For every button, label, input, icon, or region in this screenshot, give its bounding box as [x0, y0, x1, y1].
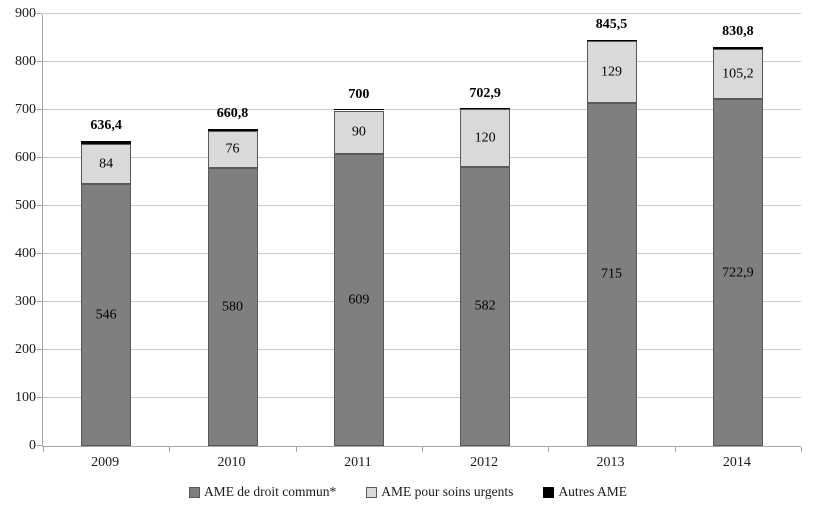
- legend: AME de droit commun* AME pour soins urge…: [0, 483, 816, 501]
- bar-2009-segment-droit-commun: [81, 183, 131, 446]
- x-axis-tick-3: [422, 447, 423, 452]
- y-axis-tick-100: [37, 397, 42, 398]
- bar-2013-segment-autres-ame: [587, 39, 637, 41]
- y-axis-label-0: 0: [29, 438, 36, 453]
- legend-label-droit-commun: AME de droit commun*: [203, 484, 337, 499]
- bar-2012-segment-droit-commun: [460, 166, 510, 446]
- legend-swatch-soins-urgents: [366, 486, 378, 498]
- value-label-2012-soins-urgents: 120: [474, 130, 496, 146]
- y-axis-tick-500: [37, 205, 42, 206]
- gridline-700: [43, 109, 801, 110]
- x-axis-label-2011: 2011: [344, 455, 372, 470]
- legend-swatch-autres-ame: [543, 486, 555, 498]
- bar-2009-segment-soins-urgents: [81, 143, 131, 184]
- y-axis-label-600: 600: [15, 150, 36, 165]
- bar-2012-segment-soins-urgents: [460, 109, 510, 167]
- y-axis-tick-900: [37, 13, 42, 14]
- x-axis-tick-4: [548, 447, 549, 452]
- y-axis-label-800: 800: [15, 54, 36, 69]
- x-axis-tick-6: [801, 447, 802, 452]
- value-label-2010-soins-urgents: 76: [225, 141, 240, 157]
- bar-2010-segment-autres-ame: [208, 128, 258, 132]
- legend-label-soins-urgents: AME pour soins urgents: [381, 484, 514, 499]
- y-axis-tick-600: [37, 157, 42, 158]
- value-label-2013-soins-urgents: 129: [601, 64, 622, 80]
- bar-2014-segment-autres-ame: [713, 47, 763, 49]
- bar-2014-segment-droit-commun: [713, 99, 763, 446]
- x-axis-tick-5: [675, 447, 676, 452]
- x-axis-label-2014: 2014: [722, 455, 751, 470]
- bar-2011-segment-soins-urgents: [334, 110, 384, 154]
- y-axis-tick-400: [37, 253, 42, 254]
- bar-2010-segment-droit-commun: [208, 167, 258, 446]
- value-label-2014-droit-commun: 722,9: [722, 265, 754, 280]
- x-axis-label-2013: 2013: [596, 455, 625, 470]
- total-label-2009: 636,4: [90, 117, 122, 133]
- bar-2012-segment-autres-ame: [460, 108, 510, 110]
- y-axis-label-900: 900: [15, 6, 36, 21]
- y-axis-label-200: 200: [15, 342, 36, 357]
- bar-2011-segment-autres-ame: [334, 109, 384, 111]
- bar-2013-segment-soins-urgents: [587, 40, 637, 103]
- x-axis-tick-0: [43, 447, 44, 452]
- bar-2010-segment-soins-urgents: [208, 131, 258, 168]
- gridline-400: [43, 253, 801, 254]
- total-label-2011: 700: [348, 87, 370, 102]
- value-label-2009-droit-commun: 546: [95, 307, 117, 323]
- y-axis-tick-700: [37, 109, 42, 110]
- x-axis-tick-2: [296, 447, 297, 452]
- value-label-2009-soins-urgents: 84: [99, 156, 114, 172]
- value-label-2012-droit-commun: 582: [474, 298, 496, 314]
- y-axis-label-400: 400: [15, 246, 36, 261]
- total-label-2013: 845,5: [595, 17, 628, 33]
- gridline-600: [43, 157, 801, 158]
- legend-item-droit-commun: AME de droit commun*: [188, 484, 337, 500]
- y-axis-label-300: 300: [15, 294, 36, 309]
- gridline-900: [43, 13, 801, 14]
- value-label-2011-soins-urgents: 90: [351, 124, 366, 140]
- bar-2014-segment-soins-urgents: [713, 48, 763, 100]
- value-label-2011-droit-commun: 609: [348, 292, 370, 308]
- x-axis-tick-1: [169, 447, 170, 452]
- bar-2013-segment-droit-commun: [587, 102, 637, 446]
- y-axis-label-100: 100: [15, 390, 36, 405]
- x-axis-label-2012: 2012: [470, 455, 499, 470]
- gridline-200: [43, 349, 801, 350]
- y-axis-tick-200: [37, 349, 42, 350]
- legend-swatch-droit-commun: [188, 486, 200, 498]
- value-label-2013-droit-commun: 715: [601, 266, 622, 282]
- legend-label-autres-ame: Autres AME: [558, 484, 628, 499]
- value-label-2010-droit-commun: 580: [222, 299, 243, 315]
- value-label-2014-soins-urgents: 105,2: [722, 66, 754, 82]
- total-label-2010: 660,8: [216, 105, 249, 121]
- gridline-500: [43, 205, 801, 206]
- gridline-300: [43, 301, 801, 302]
- x-axis-label-2010: 2010: [217, 455, 246, 470]
- plot-area: 546 84 636,4 580 76 660,8 609 90 700 582 120 702,9 7…: [37, 13, 802, 452]
- y-axis-label-500: 500: [15, 198, 36, 213]
- y-axis-tick-300: [37, 301, 42, 302]
- total-label-2014: 830,8: [722, 24, 754, 40]
- y-axis-tick-0: [37, 445, 42, 446]
- y-axis-tick-800: [37, 61, 42, 62]
- legend-item-autres-ame: Autres AME: [543, 484, 627, 500]
- total-label-2012: 702,9: [469, 85, 501, 101]
- legend-item-soins-urgents: AME pour soins urgents: [366, 484, 513, 500]
- gridline-800: [43, 61, 801, 62]
- gridline-100: [43, 397, 801, 398]
- x-axis-label-2009: 2009: [91, 455, 120, 470]
- y-axis-label-700: 700: [15, 102, 36, 117]
- bar-2011-segment-droit-commun: [334, 153, 384, 446]
- bar-2009-segment-autres-ame: [81, 140, 131, 144]
